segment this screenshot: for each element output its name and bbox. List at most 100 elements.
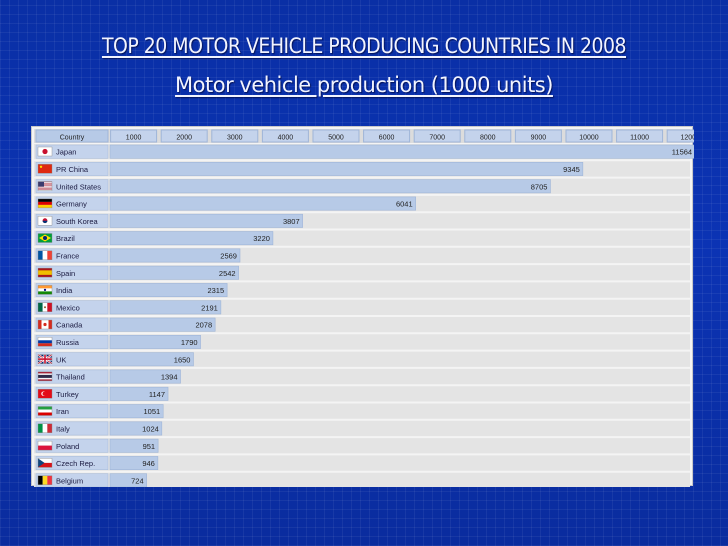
x-tick-label: 9000 xyxy=(531,135,547,142)
bar xyxy=(109,213,303,228)
category-label: France xyxy=(56,251,79,260)
bar xyxy=(109,352,194,367)
category-label: United States xyxy=(56,182,101,191)
bar xyxy=(109,144,694,159)
chart-row: Iran 1051 xyxy=(34,403,690,419)
x-tick-cell xyxy=(160,129,208,143)
country-cell xyxy=(35,161,109,176)
flag-fr-icon xyxy=(37,250,53,261)
data-label: 1394 xyxy=(161,373,178,382)
flag-part xyxy=(43,322,47,327)
flag-part xyxy=(38,189,52,190)
chart-row: PR China 9345 xyxy=(34,161,690,177)
flag-part xyxy=(38,291,52,295)
data-label: 9345 xyxy=(563,165,580,174)
row-band xyxy=(34,455,690,471)
country-cell xyxy=(35,438,109,453)
flag-part xyxy=(43,288,47,291)
country-cell xyxy=(35,213,109,228)
chart-panel: Country 1000 2000 3000 4000 5000 6000 7000 8000 9… xyxy=(31,126,694,487)
flag-part xyxy=(38,423,43,433)
flag-jp-icon xyxy=(37,146,53,157)
flag-part xyxy=(38,340,52,344)
flag-ir-icon xyxy=(37,406,53,416)
row-band xyxy=(34,403,690,419)
chart-row: Belgium 724 xyxy=(34,472,690,487)
data-label: 6041 xyxy=(396,200,413,209)
x-tick-cell xyxy=(413,129,461,143)
bar xyxy=(109,265,239,280)
category-label: Russia xyxy=(56,338,80,347)
flag-part xyxy=(38,198,52,202)
bar xyxy=(109,283,228,297)
flag-part xyxy=(38,374,52,378)
flag-part xyxy=(38,181,52,183)
bar xyxy=(109,369,181,384)
flag-border xyxy=(37,319,53,330)
flag-part xyxy=(38,445,52,451)
country-cell xyxy=(35,404,109,419)
flag-part xyxy=(38,441,52,446)
flag-border xyxy=(37,250,53,261)
chart-row: Brazil 3220 xyxy=(34,230,690,246)
country-cell xyxy=(35,179,109,194)
flag-part xyxy=(44,306,46,309)
flag-border xyxy=(37,389,53,399)
x-tick-cell xyxy=(464,129,512,143)
bar xyxy=(109,473,147,487)
category-label: South Korea xyxy=(56,217,99,226)
x-tick-label: 1000 xyxy=(126,135,142,142)
x-tick-label: 2000 xyxy=(176,135,192,142)
flag-part xyxy=(38,358,52,360)
x-tick-label: 6000 xyxy=(379,135,395,142)
category-label: Thailand xyxy=(56,373,85,382)
flag-part xyxy=(43,236,47,240)
data-label: 1790 xyxy=(181,338,198,347)
data-label: 8705 xyxy=(531,182,548,191)
flag-part xyxy=(38,188,52,190)
data-label: 1147 xyxy=(149,390,165,399)
bar xyxy=(109,179,551,194)
x-tick-label: 3000 xyxy=(227,135,243,142)
flag-part xyxy=(38,185,52,187)
chart-row: South Korea 3807 xyxy=(34,213,690,229)
flag-part xyxy=(38,186,52,188)
chart-row: Japan 11564 xyxy=(34,144,694,160)
x-tick-label: 12000 xyxy=(680,135,694,142)
flag-part xyxy=(38,270,52,275)
country-cell xyxy=(35,248,109,263)
data-label: 3807 xyxy=(283,217,300,226)
country-cell xyxy=(35,144,109,159)
flag-part xyxy=(47,475,52,485)
flag-border xyxy=(37,302,53,312)
country-cell xyxy=(35,386,109,401)
flag-part xyxy=(38,475,43,485)
chart-row: Spain 2542 xyxy=(34,265,690,281)
bar xyxy=(109,196,416,211)
x-tick-cell xyxy=(211,129,259,143)
chart-row: Germany 6041 xyxy=(34,195,690,212)
x-tick-label: 11000 xyxy=(630,135,649,142)
category-label: UK xyxy=(56,355,66,364)
bar xyxy=(109,161,584,176)
flag-de-icon xyxy=(37,198,53,209)
flag-part xyxy=(38,343,52,347)
chart-row: UK 1650 xyxy=(34,351,690,367)
bar xyxy=(109,248,241,263)
flag-part xyxy=(47,302,52,312)
data-label: 1051 xyxy=(143,407,160,416)
flag-border xyxy=(37,181,53,191)
category-label: Mexico xyxy=(56,303,80,312)
x-tick-label: 7000 xyxy=(429,135,445,142)
x-tick-label: 10000 xyxy=(579,135,599,142)
data-label: 2191 xyxy=(201,303,218,312)
flag-br-icon xyxy=(37,233,53,243)
flag-part xyxy=(38,189,52,191)
bar-chart: Country 1000 2000 3000 4000 5000 6000 7000 8000 9… xyxy=(34,129,694,487)
flag-border xyxy=(37,198,53,209)
x-tick-label: 4000 xyxy=(278,135,294,142)
flag-part xyxy=(38,201,52,205)
country-cell xyxy=(35,456,109,470)
flag-part xyxy=(38,184,52,185)
page-title: TOP 20 MOTOR VEHICLE PRODUCING COUNTRIES… xyxy=(101,34,627,58)
